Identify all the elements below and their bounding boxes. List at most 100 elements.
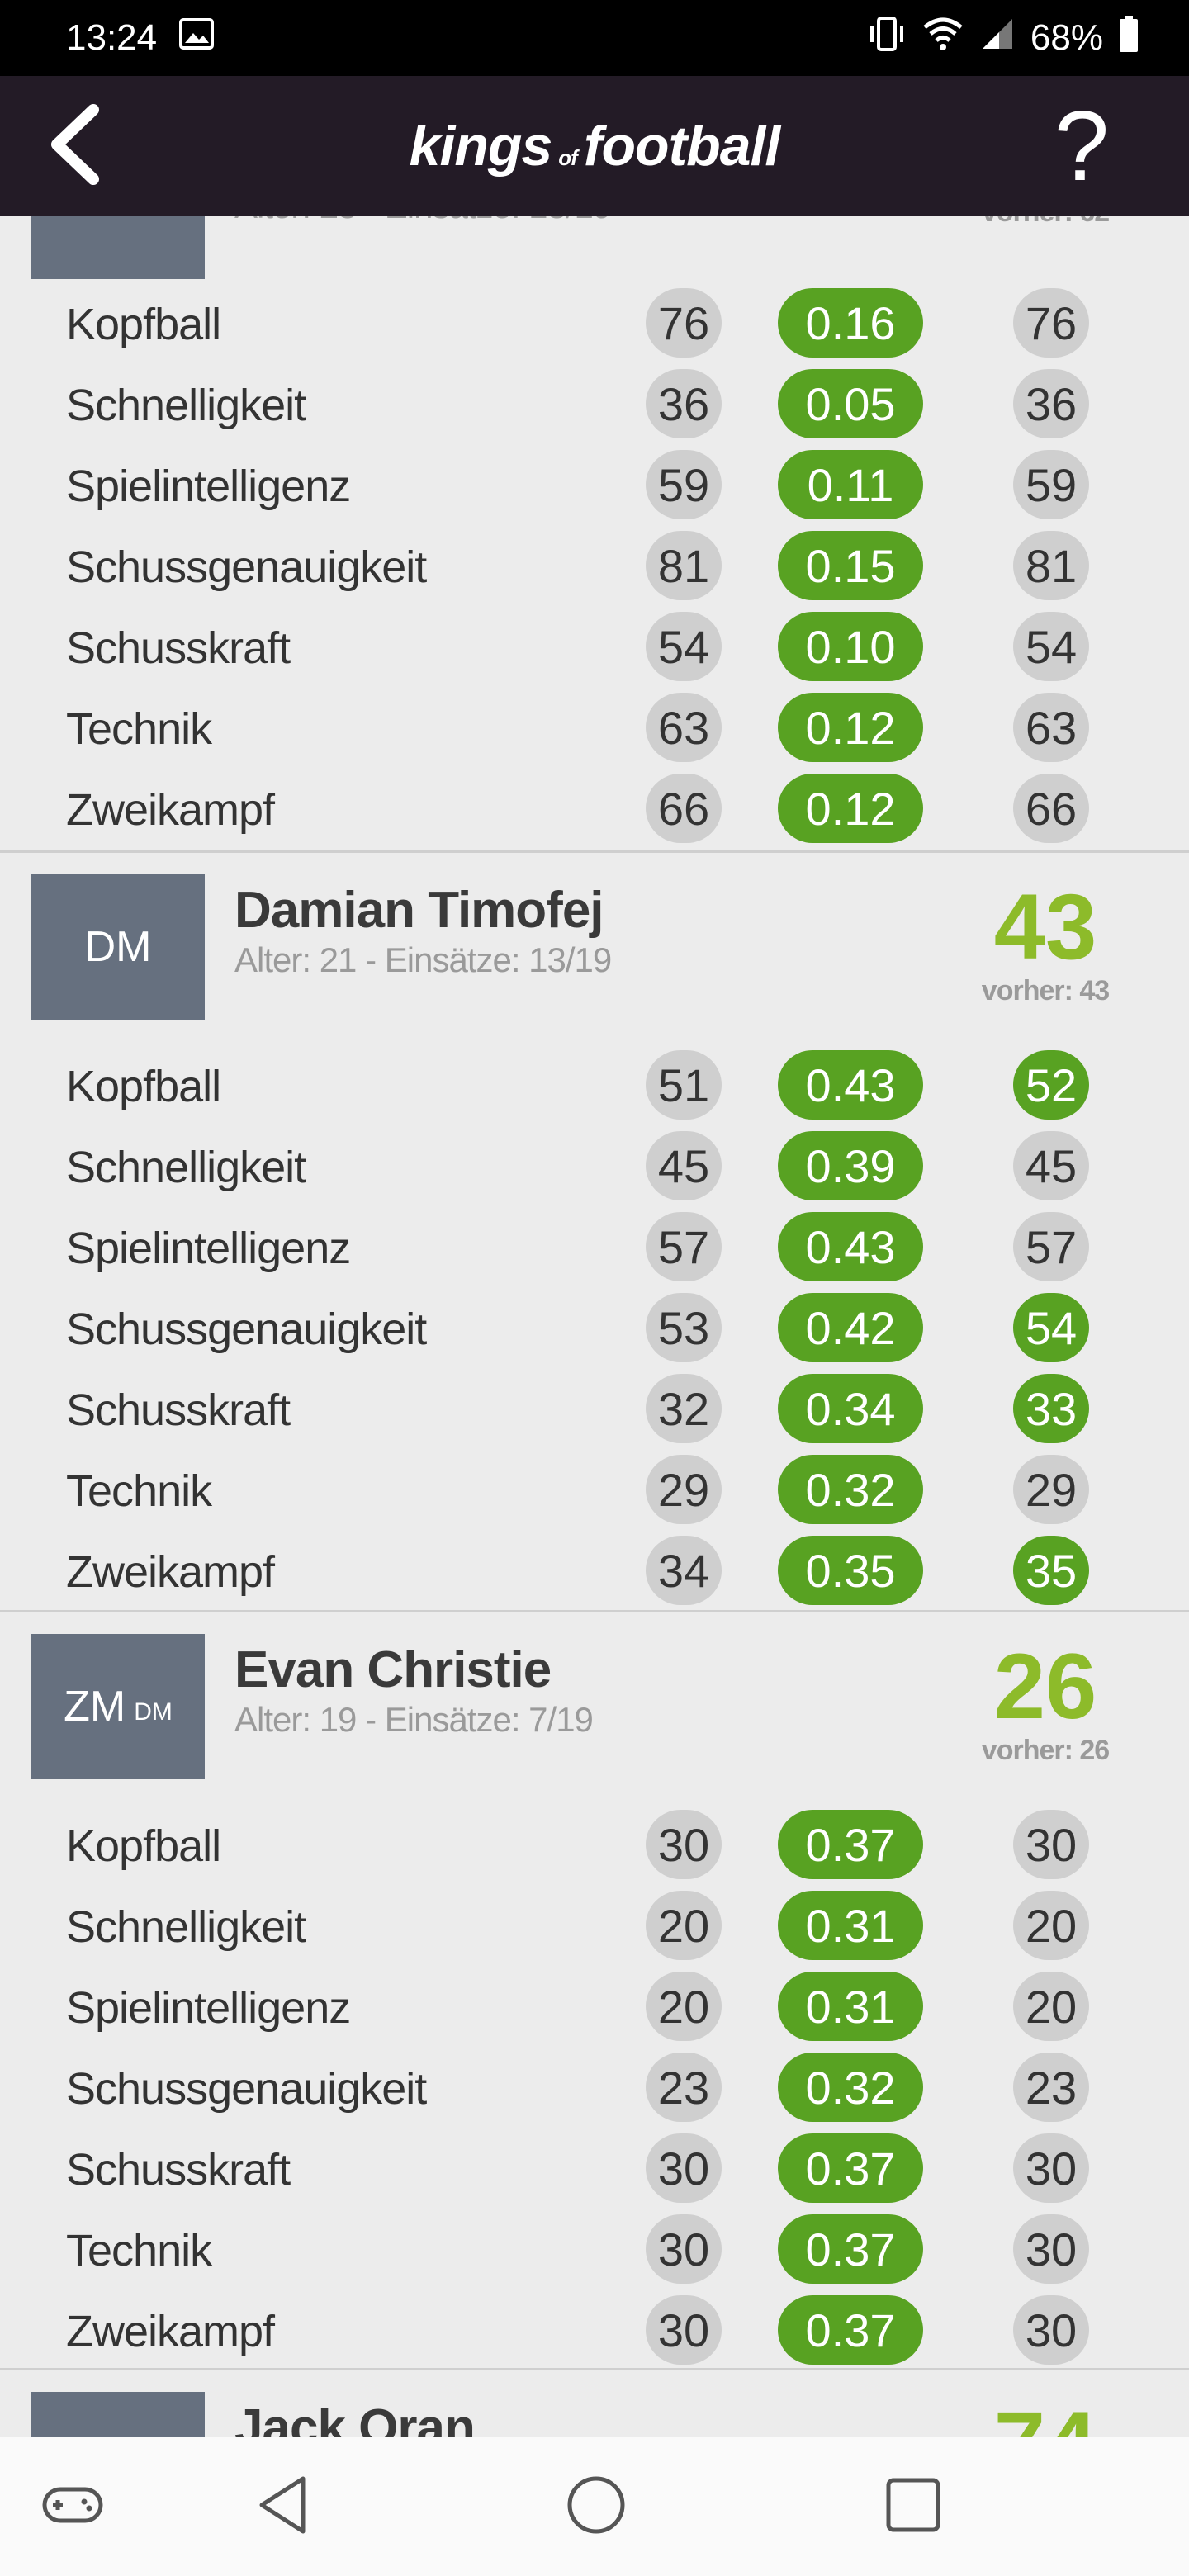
vibrate-icon [867,16,907,61]
previous-rating: vorher: 62 [953,216,1138,229]
logo-football: football [583,115,781,178]
new-value: 29 [1013,1455,1089,1524]
increase-value: 0.42 [778,1293,923,1362]
attribute-row: Schusskraft 54 0.10 54 [0,606,1189,687]
old-value: 51 [646,1050,722,1120]
increase-value: 0.12 [778,774,923,843]
new-value: 33 [1013,1374,1089,1443]
logo-of: of [558,145,578,170]
battery-icon [1118,15,1139,62]
attribute-label: Spielintelligenz [66,1983,351,2033]
attribute-row: Kopfball 51 0.43 52 [0,1044,1189,1125]
status-bar: 13:24 68% [0,0,1189,76]
attribute-row: Spielintelligenz 59 0.11 59 [0,444,1189,525]
old-value: 53 [646,1293,722,1362]
previous-rating: vorher: 43 [981,975,1110,1006]
nav-home-button[interactable] [555,2465,637,2548]
new-value: 59 [1013,450,1089,519]
attribute-row: Zweikampf 34 0.35 35 [0,1530,1189,1611]
back-arrow-icon [45,103,103,190]
game-tools-button[interactable] [31,2465,114,2548]
new-value: 76 [1013,288,1089,358]
new-value: 45 [1013,1131,1089,1200]
attribute-row: Schusskraft 32 0.34 33 [0,1368,1189,1449]
attribute-label: Spielintelligenz [66,462,351,511]
old-value: 30 [646,2295,722,2365]
attribute-label: Schnelligkeit [66,1902,306,1952]
attribute-row: Spielintelligenz 20 0.31 20 [0,1966,1189,2047]
increase-value: 0.37 [778,2133,923,2203]
attribute-row: Spielintelligenz 57 0.43 57 [0,1206,1189,1287]
old-value: 63 [646,693,722,762]
old-value: 30 [646,2214,722,2284]
increase-value: 0.31 [778,1891,923,1960]
player-rating: 26 [993,1635,1097,1738]
new-value: 66 [1013,774,1089,843]
increase-value: 0.37 [778,2214,923,2284]
attribute-row: Technik 63 0.12 63 [0,687,1189,768]
position-badge: ZM DM [31,1634,205,1779]
old-value: 54 [646,612,722,681]
divider [0,1610,1189,1612]
attribute-label: Schussgenauigkeit [66,2064,427,2114]
attribute-label: Technik [66,1466,212,1516]
attribute-row: Schussgenauigkeit 81 0.15 81 [0,525,1189,606]
increase-value: 0.05 [778,369,923,438]
new-value: 20 [1013,1891,1089,1960]
player-rating: 43 [993,875,1097,978]
player-rating: 74 [971,2398,1120,2438]
increase-value: 0.37 [778,1810,923,1879]
player-list[interactable]: Alter: 23 - Einsätze: 13/19 vorher: 62 K… [0,216,1189,2437]
increase-value: 0.39 [778,1131,923,1200]
help-button[interactable]: ? [1054,91,1110,201]
position-secondary: DM [134,1698,173,1726]
status-time: 13:24 [66,17,158,58]
attribute-label: Schusskraft [66,1385,291,1435]
increase-value: 0.34 [778,1374,923,1443]
old-value: 57 [646,1212,722,1281]
attribute-row: Schnelligkeit 45 0.39 45 [0,1125,1189,1206]
previous-rating: vorher: 26 [981,1735,1110,1766]
position-badge: OM [31,2392,205,2437]
attribute-label: Zweikampf [66,1547,275,1597]
recents-square-icon [883,2475,943,2539]
increase-value: 0.16 [778,288,923,358]
back-button[interactable] [33,103,116,190]
attribute-row: Technik 30 0.37 30 [0,2209,1189,2290]
new-value: 30 [1013,2214,1089,2284]
player-meta: Alter: 19 - Einsätze: 7/19 [234,1700,594,1739]
nav-recents-button[interactable] [872,2465,955,2548]
new-value: 20 [1013,1972,1089,2041]
increase-value: 0.43 [778,1212,923,1281]
new-value: 52 [1013,1050,1089,1120]
position-primary: ZM [64,1683,126,1731]
attribute-row: Technik 29 0.32 29 [0,1449,1189,1530]
system-nav-bar [0,2437,1189,2576]
position-badge: DM [31,874,205,1020]
nav-back-button[interactable] [241,2465,324,2548]
image-icon [178,17,215,59]
increase-value: 0.32 [778,1455,923,1524]
attribute-row: Schnelligkeit 36 0.05 36 [0,363,1189,444]
new-value: 36 [1013,369,1089,438]
attribute-row: Schusskraft 30 0.37 30 [0,2128,1189,2209]
old-value: 59 [646,450,722,519]
attribute-row: Zweikampf 66 0.12 66 [0,768,1189,849]
increase-value: 0.35 [778,1536,923,1605]
old-value: 20 [646,1972,722,2041]
old-value: 45 [646,1131,722,1200]
increase-value: 0.31 [778,1972,923,2041]
attribute-label: Kopfball [66,300,221,349]
gamepad-icon [41,2484,104,2530]
old-value: 66 [646,774,722,843]
increase-value: 0.43 [778,1050,923,1120]
position-badge [31,216,205,279]
new-value: 23 [1013,2053,1089,2122]
attribute-label: Schnelligkeit [66,1143,306,1192]
home-circle-icon [565,2474,628,2540]
new-value: 35 [1013,1536,1089,1605]
battery-level: 68% [1030,17,1103,58]
increase-value: 0.11 [778,450,923,519]
attribute-label: Schusskraft [66,623,291,673]
old-value: 30 [646,2133,722,2203]
